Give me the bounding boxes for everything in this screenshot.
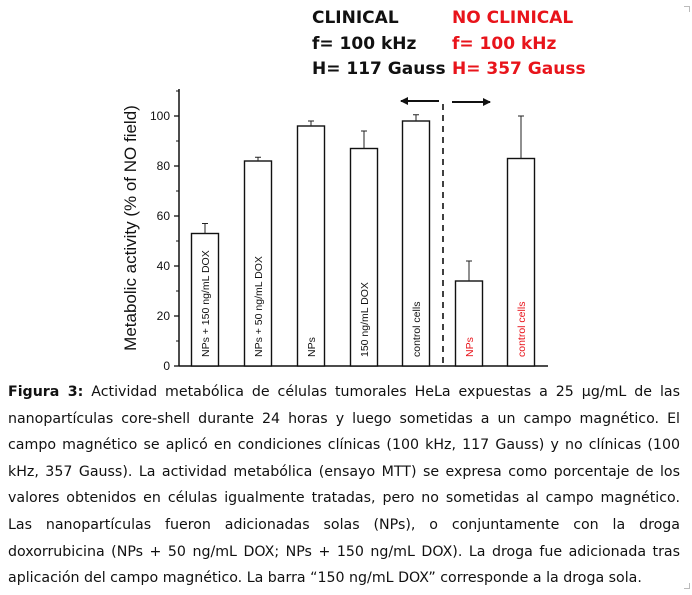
- figure-caption: Figura 3: Actividad metabólica de célula…: [8, 379, 680, 592]
- corner-mark-top-right: [684, 6, 690, 12]
- no-clinical-title: NO CLINICAL: [452, 8, 574, 28]
- corner-mark-bottom-right: [684, 583, 690, 589]
- caption-text: Actividad metabólica de células tumorale…: [8, 384, 680, 587]
- y-axis-title: Metabolic activity (% of NO field): [121, 105, 140, 351]
- bar: [296, 125, 326, 367]
- y-tick-label: 0: [163, 359, 170, 373]
- bar-label: NPs: [306, 337, 318, 357]
- metabolic-activity-bar-chart: 0 20 40 60 80 100 Metabolic activity (% of NO …: [121, 89, 548, 373]
- clinical-frequency: f= 100 kHz: [312, 34, 417, 54]
- bar: [401, 120, 431, 367]
- y-tick-label: 60: [157, 209, 171, 223]
- caption-label: Figura 3:: [8, 384, 84, 400]
- no-clinical-field: H= 357 Gauss: [452, 59, 586, 79]
- bar-label: 150 ng/mL DOX: [359, 282, 371, 357]
- y-tick-label: 100: [150, 109, 170, 123]
- bar-label: control cells: [516, 302, 528, 357]
- no-clinical-frequency: f= 100 kHz: [452, 34, 557, 54]
- bar-label: control cells: [411, 302, 423, 357]
- y-tick-label: 20: [157, 309, 171, 323]
- y-tick-label: 80: [157, 159, 171, 173]
- bar-label: NPs: [464, 337, 476, 357]
- bar: [243, 160, 273, 367]
- clinical-title: CLINICAL: [312, 8, 399, 28]
- bar: [454, 280, 484, 367]
- clinical-field: H= 117 Gauss: [312, 59, 446, 79]
- bar-label: NPs + 150 ng/mL DOX: [200, 250, 212, 357]
- y-tick-label: 40: [157, 259, 171, 273]
- bar-label: NPs + 50 ng/mL DOX: [253, 256, 265, 357]
